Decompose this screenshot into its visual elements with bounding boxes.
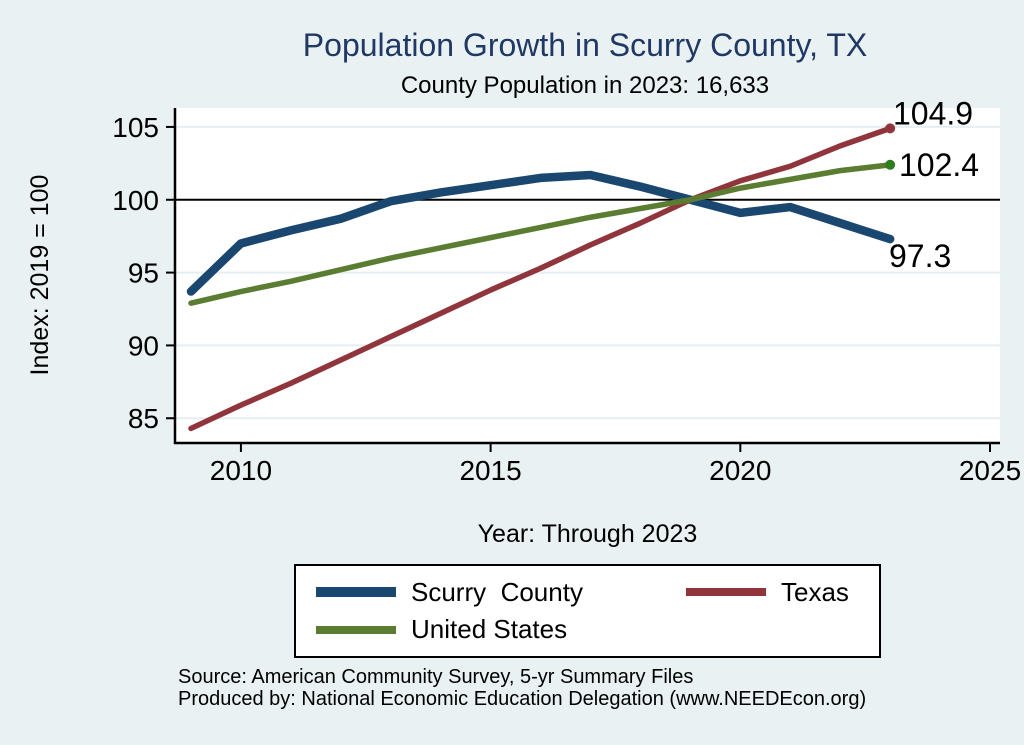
legend-label-scurry-county: Scurry County (411, 576, 583, 607)
series-end-dot-texas (885, 123, 896, 134)
scurry-county-line-swatch (316, 587, 396, 598)
series-end-label-scurry_county: 97.3 (889, 238, 951, 274)
source-note: Source: American Community Survey, 5-yr … (178, 666, 866, 711)
legend-item-scurry-county: Scurry County (316, 577, 686, 608)
legend: Scurry County Texas United States (294, 564, 881, 658)
chart-subtitle: County Population in 2023: 16,633 (400, 72, 770, 99)
series-end-label-texas: 104.9 (893, 95, 973, 131)
legend-item-united-states: United States (316, 614, 686, 645)
legend-label-texas: Texas (781, 576, 849, 607)
united-states-line-swatch (316, 625, 396, 634)
legend-label-united-states: United States (411, 614, 568, 645)
x-tick-label: 2025 (959, 455, 1021, 486)
produced-by-line: Produced by: National Economic Education… (178, 688, 867, 711)
y-tick-label: 100 (112, 185, 159, 216)
series-end-label-united_states: 102.4 (899, 147, 979, 183)
y-axis-label: Index: 2019 = 100 (26, 174, 54, 376)
x-axis-label: Year: Through 2023 (477, 520, 698, 548)
y-tick-label: 105 (112, 112, 159, 143)
source-line: Source: American Community Survey, 5-yr … (178, 666, 694, 688)
legend-row-2: United States (316, 614, 879, 645)
legend-item-texas: Texas (686, 577, 849, 608)
series-line-united_states (188, 162, 893, 306)
series-end-dot-united_states (885, 159, 896, 170)
y-tick-label: 90 (128, 330, 159, 361)
legend-row-1: Scurry County Texas (316, 577, 879, 608)
y-tick-label: 95 (128, 258, 159, 289)
x-tick-label: 2010 (210, 455, 272, 486)
chart-title: Population Growth in Scurry County, TX (302, 27, 868, 63)
series-line-texas (188, 125, 893, 432)
plot-area (175, 108, 1000, 443)
x-tick-label: 2020 (709, 455, 771, 486)
x-tick-label: 2015 (459, 455, 521, 486)
y-tick-label: 85 (128, 403, 159, 434)
series-line-scurry_county (186, 170, 895, 296)
texas-line-swatch (686, 588, 766, 597)
